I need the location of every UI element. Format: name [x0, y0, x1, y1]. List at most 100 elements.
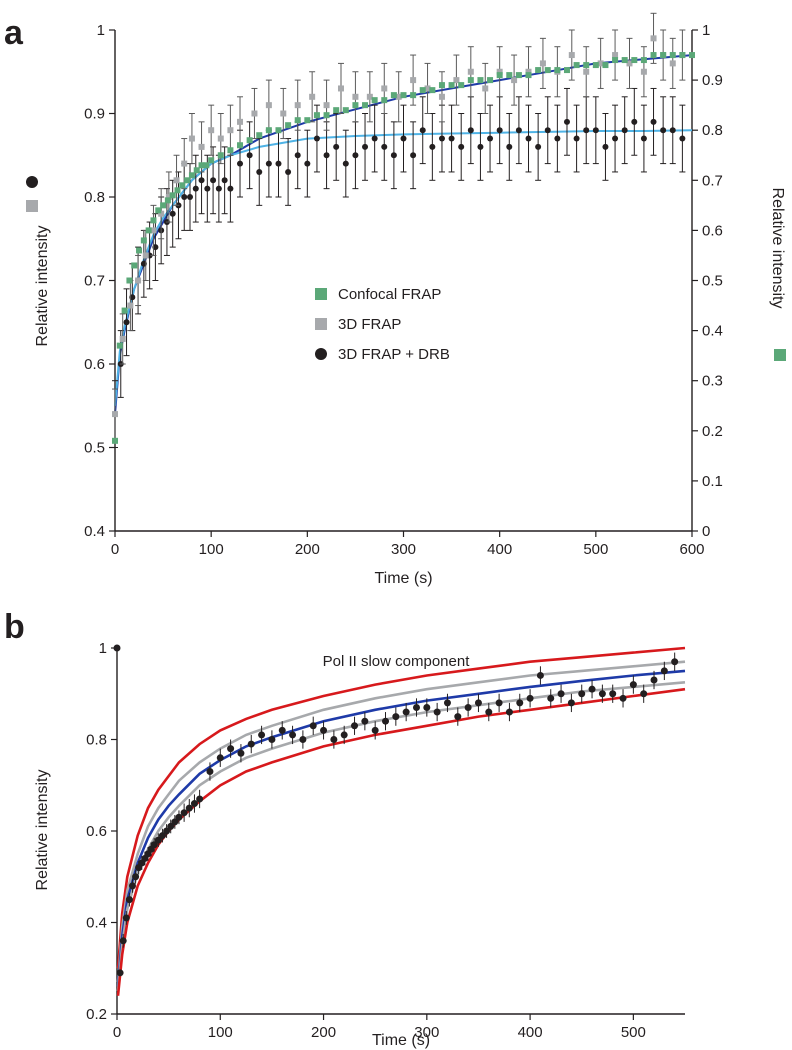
- data-point-frap_3d_drb: [573, 135, 580, 142]
- y-tick-label-right: 0.6: [702, 222, 723, 239]
- data-point-frap_3d: [127, 302, 134, 309]
- data-point-confocal_frap: [496, 72, 503, 79]
- model-curve: [116, 669, 686, 987]
- data-point-confocal_frap: [400, 92, 407, 99]
- data-point-frap_3d: [424, 85, 431, 92]
- data-point: [340, 731, 348, 739]
- y-tick-label-right: 0.5: [702, 273, 723, 290]
- data-point-confocal_frap: [188, 172, 195, 179]
- data-point-confocal_frap: [506, 72, 513, 79]
- data-point: [567, 699, 575, 707]
- data-point: [299, 736, 307, 743]
- data-point: [175, 813, 183, 821]
- data-point-confocal_frap: [448, 82, 455, 89]
- data-point-frap_3d: [467, 68, 474, 75]
- y-tick-label-right: 0.4: [702, 323, 723, 340]
- data-point-confocal_frap: [390, 92, 397, 99]
- data-point: [505, 708, 513, 716]
- data-point-frap_3d_drb: [294, 152, 301, 159]
- y-tick-label: 0.8: [86, 732, 107, 749]
- model-curve: [116, 646, 686, 969]
- y-tick-label-left: 0.5: [84, 440, 105, 457]
- panel-b-letter: b: [4, 608, 25, 646]
- data-point-confocal_frap: [477, 77, 484, 84]
- data-point-confocal_frap: [621, 57, 628, 64]
- x-tick-label: 100: [199, 541, 224, 558]
- data-point-confocal_frap: [333, 107, 340, 114]
- data-point-frap_3d_drb: [602, 143, 609, 150]
- data-point-confocal_frap: [573, 62, 580, 69]
- data-point-confocal_frap: [371, 97, 378, 104]
- data-point-confocal_frap: [689, 52, 695, 59]
- data-point-confocal_frap: [660, 52, 667, 59]
- x-axis-title: Time (s): [372, 1032, 430, 1049]
- data-point-frap_3d_drb: [535, 143, 542, 150]
- data-point-confocal_frap: [467, 77, 474, 84]
- data-point-frap_3d_drb: [210, 177, 217, 184]
- right-axis-marker-confocal: [774, 349, 786, 361]
- data-point-frap_3d_drb: [660, 127, 667, 134]
- data-point: [227, 745, 235, 753]
- data-point-confocal_frap: [515, 72, 522, 79]
- data-point-confocal_frap: [164, 197, 171, 204]
- data-point-frap_3d_drb: [429, 143, 436, 150]
- data-point-confocal_frap: [640, 57, 647, 64]
- data-point-frap_3d_drb: [525, 135, 532, 142]
- data-point: [247, 740, 255, 748]
- data-point-confocal_frap: [136, 247, 143, 254]
- y-tick-label: 1: [99, 640, 107, 657]
- data-point-frap_3d: [309, 93, 316, 100]
- series-frap_3d: [112, 12, 686, 440]
- x-tick-label: 400: [518, 1024, 543, 1041]
- data-point-frap_3d: [237, 118, 244, 125]
- data-point: [190, 800, 198, 808]
- data-point-confocal_frap: [304, 117, 311, 124]
- data-point: [485, 708, 493, 716]
- data-point-confocal_frap: [140, 237, 147, 244]
- data-point-frap_3d_drb: [477, 143, 484, 150]
- x-tick-label: 400: [487, 541, 512, 558]
- legend-swatch-frap_3d: [315, 318, 327, 330]
- data-point-frap_3d_drb: [410, 152, 417, 159]
- data-point: [128, 882, 136, 890]
- data-point-confocal_frap: [121, 307, 128, 314]
- data-point: [278, 726, 286, 734]
- data-point-confocal_frap: [160, 202, 167, 209]
- data-point-frap_3d_drb: [237, 160, 244, 167]
- x-tick-label: 0: [113, 1024, 121, 1041]
- data-point: [167, 822, 175, 830]
- data-point: [158, 832, 166, 840]
- data-point-confocal_frap: [410, 92, 417, 99]
- data-point: [598, 690, 606, 698]
- data-point-frap_3d: [650, 35, 657, 42]
- data-point-frap_3d_drb: [215, 185, 222, 192]
- data-point-frap_3d_drb: [631, 118, 638, 125]
- data-point-confocal_frap: [381, 97, 388, 104]
- data-point-frap_3d_drb: [544, 127, 551, 134]
- model-curve: [116, 660, 686, 983]
- data-point-frap_3d_drb: [563, 118, 570, 125]
- y-tick-label: 0.2: [86, 1006, 107, 1023]
- data-point: [216, 754, 224, 762]
- data-point-frap_3d: [381, 85, 388, 92]
- legend-label-confocal_frap: Confocal FRAP: [338, 286, 441, 303]
- data-point-frap_3d: [337, 85, 344, 92]
- data-point: [351, 722, 359, 730]
- data-point-frap_3d: [135, 277, 142, 284]
- y-axis-title-left: Relative intensity: [34, 226, 51, 347]
- x-tick-label: 500: [583, 541, 608, 558]
- data-point-frap_3d: [173, 177, 180, 184]
- panel-a-chart: 0 100 200 300 400 500 6000.40.50.60.70.80.9100…: [26, 12, 786, 587]
- data-point: [660, 667, 668, 675]
- data-point-confocal_frap: [323, 112, 330, 119]
- data-point-confocal_frap: [342, 107, 349, 114]
- data-point-frap_3d_drb: [583, 127, 590, 134]
- data-point: [609, 690, 617, 698]
- data-point-frap_3d_drb: [650, 118, 657, 125]
- data-point: [309, 722, 317, 730]
- y-tick-label-right: 0.1: [702, 473, 723, 490]
- data-point-confocal_frap: [174, 187, 181, 194]
- legend-swatch-confocal_frap: [315, 288, 327, 300]
- data-point-frap_3d_drb: [438, 135, 445, 142]
